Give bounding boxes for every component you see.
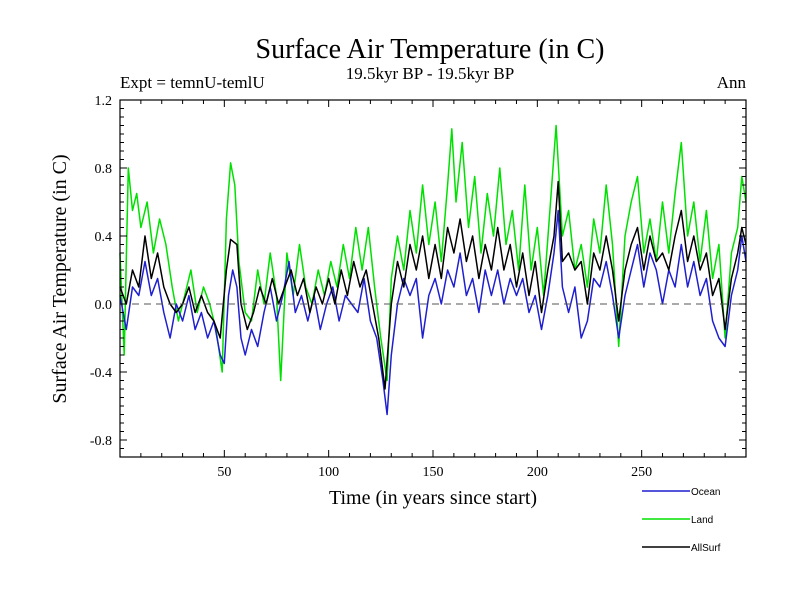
- x-tick-label: 250: [631, 465, 652, 480]
- x-tick-labels: 50 100 150 200 250: [217, 465, 652, 480]
- y-tick-label: -0.8: [90, 434, 112, 449]
- x-tick-label: 50: [217, 465, 231, 480]
- plot-area: 50 100 150 200 250 -0.8 -0.4 0.0 0.4 0.8 1.2: [90, 94, 747, 480]
- series-line-ocean: [119, 209, 747, 416]
- x-tick-label: 100: [318, 465, 339, 480]
- y-tick-labels: -0.8 -0.4 0.0 0.4 0.8 1.2: [90, 94, 112, 449]
- legend-label-ocean: Ocean: [691, 487, 720, 498]
- series-line-allsurf: [119, 180, 747, 390]
- series-layer: [119, 124, 747, 416]
- y-tick-label: -0.4: [90, 366, 112, 381]
- season-label: Ann: [717, 73, 747, 92]
- y-tick-label: 1.2: [95, 94, 113, 109]
- x-axis-label: Time (in years since start): [329, 487, 537, 509]
- legend-label-allsurf: AllSurf: [691, 543, 721, 554]
- ticks-layer: [120, 100, 746, 457]
- y-tick-label: 0.0: [95, 298, 113, 313]
- legend-label-land: Land: [691, 515, 713, 526]
- y-tick-label: 0.8: [95, 162, 113, 177]
- expt-label: Expt = temnU-temlU: [120, 73, 265, 92]
- x-tick-label: 150: [423, 465, 444, 480]
- chart-subtitle: 19.5kyr BP - 19.5kyr BP: [346, 64, 514, 83]
- y-tick-label: 0.4: [95, 230, 113, 245]
- x-tick-label: 200: [527, 465, 548, 480]
- chart-title: Surface Air Temperature (in C): [256, 34, 605, 65]
- y-axis-label: Surface Air Temperature (in C): [49, 154, 71, 403]
- legend: Ocean Land AllSurf: [642, 487, 721, 554]
